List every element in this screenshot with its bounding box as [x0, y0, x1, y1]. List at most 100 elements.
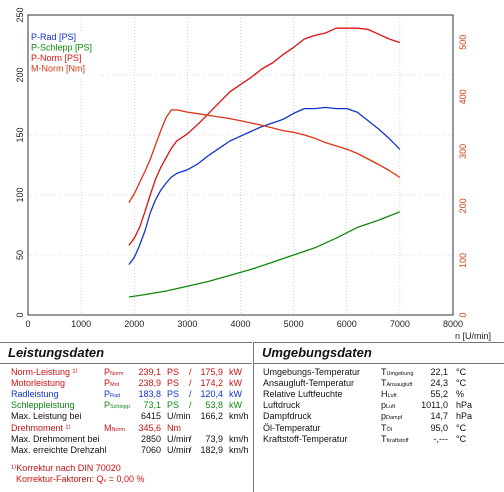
drehmoment-row: Max. erreichte Drehzahl 7060 U/min/182,9 km… — [11, 445, 249, 455]
y-right-tick-label: 200 — [458, 198, 468, 213]
symbol-letter: P — [104, 389, 111, 399]
correction-factor: Korrektur-Faktoren: Qv = 0,00 % — [16, 474, 145, 487]
unit-2: km/h — [229, 434, 249, 444]
umgebung-row: Ansaugluft-Temperatur TAnsaugluft 24,3 °C — [254, 378, 504, 389]
leistung-row: Max. Leistung bei 6415 U/min 166,2 km/h — [11, 411, 249, 421]
row-label: Öl-Temperatur — [263, 423, 321, 433]
separator: / — [189, 400, 192, 410]
leistungsdaten-title: Leistungsdaten — [0, 342, 252, 364]
symbol: pDampf — [381, 411, 402, 424]
x-tick-label: 6000 — [337, 319, 357, 329]
unit: hPa — [456, 400, 473, 410]
unit-1: Nm — [167, 423, 181, 433]
row-label: Kraftstoff-Temperatur — [263, 434, 348, 444]
y-left-tick-label: 0 — [15, 312, 25, 317]
symbol-subscript: Mot — [110, 382, 120, 388]
unit-2: kW — [229, 400, 242, 410]
y-right-tick-label: 300 — [458, 144, 468, 159]
symbol-subscript: Rad — [110, 393, 121, 399]
chart-svg: 0 1000 2000 3000 4000 5000 6000 7000 80000501001… — [15, 7, 491, 341]
unit-2: kW — [229, 367, 242, 377]
x-tick-label: 2000 — [124, 319, 144, 329]
symbol: TAnsaugluft — [381, 378, 413, 391]
x-tick-label: 8000 — [443, 319, 463, 329]
series-line-0 — [128, 106, 401, 265]
unit-2: kW — [229, 389, 242, 399]
separator: / — [189, 378, 192, 388]
unit-1: U/min — [167, 445, 191, 455]
row-label: Dampfdruck — [263, 411, 312, 421]
correction-factor-value: = 0,00 % — [106, 474, 145, 484]
drehmoment-row: Max. Drehmoment bei 2850 U/min/73,9 km/h — [11, 434, 249, 444]
x-tick-label: 1000 — [71, 319, 91, 329]
temperatur-row: Kraftstoff-Temperatur TKraftstoff ---,- °C — [254, 434, 504, 445]
symbol: PSchlepp — [104, 400, 130, 413]
symbol: PRad — [104, 389, 120, 402]
x-tick-label: 5000 — [284, 319, 304, 329]
correction-factor-label: Korrektur-Faktoren: Q — [16, 474, 104, 484]
symbol: TÖl — [381, 423, 392, 436]
legend-entry: P-Schlepp [PS] — [31, 43, 92, 53]
leistung-row: Schleppleistung PSchlepp 73,1 PS/53,8 kW — [0, 400, 252, 411]
umgebungsdaten-title: Umgebungsdaten — [254, 342, 504, 364]
footnote-din: ¹⁾Korrektur nach DIN 70020 — [0, 463, 252, 474]
legend-entry: P-Rad [PS] — [31, 32, 76, 42]
separator: / — [189, 389, 192, 399]
data-tables: Leistungsdaten Norm-Leistung ¹⁾ PNorm 239,… — [0, 342, 504, 492]
symbol-letter: T — [381, 378, 387, 388]
symbol: PNorm — [104, 367, 123, 380]
symbol: TKraftstoff — [381, 434, 408, 447]
symbol-subscript: Norm — [111, 427, 125, 433]
row-label: Luftdruck — [263, 400, 301, 410]
symbol-letter: p — [381, 400, 387, 410]
unit: °C — [456, 367, 467, 377]
plot-frame — [27, 14, 454, 316]
symbol-subscript: Norm — [110, 371, 124, 377]
row-label: Radleistung — [11, 389, 59, 399]
unit: % — [456, 389, 465, 399]
symbol-subscript: Dampf — [386, 415, 403, 421]
unit-1: U/min — [167, 411, 191, 421]
leistung-row: Norm-Leistung ¹⁾ PNorm 239,1 PS/175,9 kW — [0, 367, 252, 378]
symbol-letter: P — [104, 400, 111, 410]
symbol-subscript: Schlepp — [110, 404, 130, 410]
legend-entry: P-Norm [PS] — [31, 53, 82, 63]
row-label: Umgebungs-Temperatur — [263, 367, 361, 377]
y-left-tick-label: 150 — [15, 127, 25, 142]
row-label: Max. Drehmoment bei — [11, 434, 100, 444]
symbol-letter: T — [381, 434, 387, 444]
row-label: Max. Leistung bei — [11, 411, 82, 421]
temperatur-row: Öl-Temperatur TÖl 95,0 °C — [254, 423, 504, 434]
y-left-tick-label: 100 — [15, 187, 25, 202]
series-line-3 — [128, 109, 401, 203]
separator: / — [189, 434, 192, 444]
series-line-2 — [128, 27, 401, 246]
leistungsdaten-panel: Leistungsdaten Norm-Leistung ¹⁾ PNorm 239,… — [0, 342, 252, 492]
unit: °C — [456, 434, 467, 444]
symbol-subscript: Umgebung — [386, 371, 414, 377]
unit-2: kW — [229, 378, 242, 388]
symbol-subscript: Luft — [387, 393, 397, 399]
symbol-subscript: Öl — [386, 427, 393, 433]
unit-1: U/min — [167, 434, 191, 444]
y-right-tick-label: 500 — [458, 35, 468, 50]
unit-1: PS — [167, 389, 180, 399]
umgebung-row: Umgebungs-Temperatur TUmgebung 22,1 °C — [254, 367, 504, 378]
umgebung-row: Dampfdruck pDampf 14,7 hPa — [254, 411, 504, 422]
legend-background — [29, 31, 99, 76]
x-tick-label: 7000 — [390, 319, 410, 329]
unit-2: km/h — [229, 445, 249, 455]
unit: °C — [456, 378, 467, 388]
correction-factor-subscript: v — [103, 478, 107, 484]
row-label: Ansaugluft-Temperatur — [263, 378, 355, 388]
y-right-tick-label: 100 — [458, 253, 468, 268]
y-right-tick-label: 400 — [458, 89, 468, 104]
y-right-tick-label: 0 — [458, 312, 468, 317]
symbol-letter: T — [381, 367, 387, 377]
separator: / — [189, 367, 192, 377]
x-axis-label: n [U/min] — [455, 331, 491, 341]
row-label: Norm-Leistung ¹⁾ — [11, 367, 78, 377]
footnote-text: ¹⁾Korrektur nach DIN 70020 — [11, 463, 121, 473]
symbol-letter: H — [381, 389, 388, 399]
symbol-subscript: Kraftstoff — [386, 438, 409, 444]
